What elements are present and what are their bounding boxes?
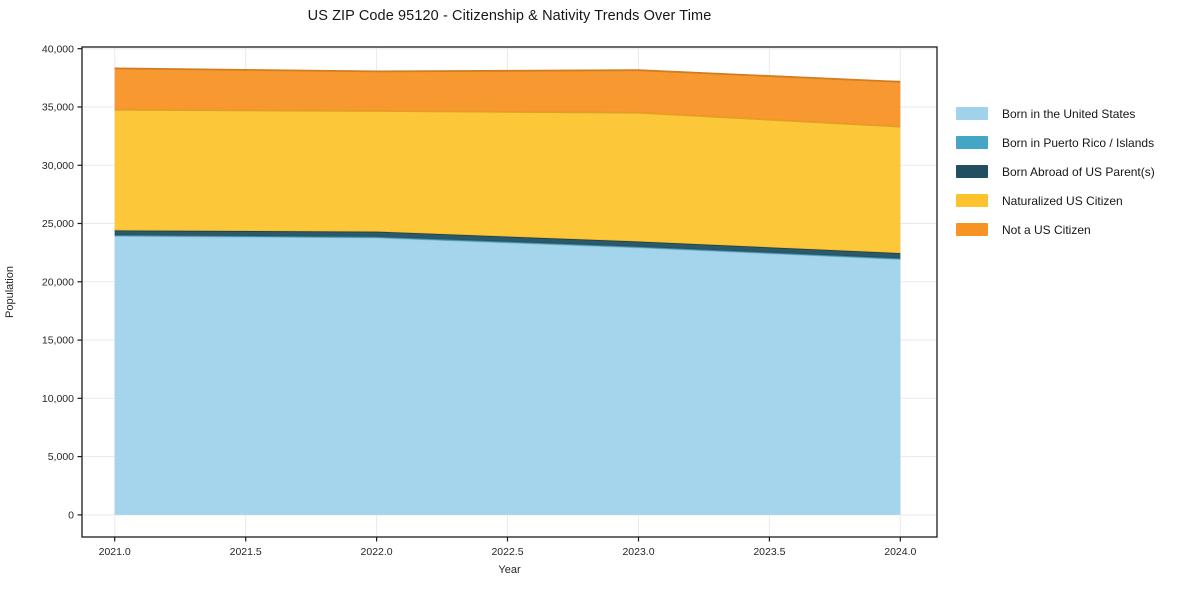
legend-item: Naturalized US Citizen — [956, 186, 1155, 215]
y-tick-label: 5,000 — [48, 451, 74, 463]
legend-item: Born Abroad of US Parent(s) — [956, 157, 1155, 186]
legend-label: Born in Puerto Rico / Islands — [1002, 135, 1155, 150]
y-tick-label: 10,000 — [42, 393, 74, 405]
legend-swatch — [956, 223, 988, 236]
y-tick-label: 30,000 — [42, 160, 74, 172]
x-tick-label: 2021.5 — [230, 546, 262, 558]
x-tick-label: 2023.5 — [753, 546, 785, 558]
area-band — [114, 230, 901, 259]
x-tick-label: 2023.0 — [622, 546, 654, 558]
x-axis-label: Year — [498, 564, 521, 576]
x-tick-label: 2021.0 — [99, 546, 131, 558]
legend-swatch — [956, 107, 988, 120]
chart-title: US ZIP Code 95120 - Citizenship & Nativi… — [307, 8, 712, 24]
y-tick-label: 40,000 — [42, 43, 74, 55]
x-tick-label: 2022.0 — [361, 546, 393, 558]
area-band — [114, 68, 901, 127]
legend-label: Born Abroad of US Parent(s) — [1002, 164, 1155, 179]
legend-swatch — [956, 165, 988, 178]
legend-label: Not a US Citizen — [1002, 222, 1091, 237]
plot-border — [81, 46, 938, 538]
legend-label: Naturalized US Citizen — [1002, 193, 1123, 208]
area-edge-line — [114, 67, 901, 83]
area-band — [114, 109, 901, 254]
y-tick-label: 35,000 — [42, 102, 74, 114]
x-tick-label: 2022.5 — [491, 546, 523, 558]
legend-label: Born in the United States — [1002, 106, 1136, 121]
x-tick-label: 2024.0 — [884, 546, 916, 558]
y-tick-label: 20,000 — [42, 276, 74, 288]
legend-swatch — [956, 194, 988, 207]
y-tick-label: 0 — [68, 510, 74, 522]
legend-item: Born in Puerto Rico / Islands — [956, 128, 1155, 157]
area-band — [114, 235, 901, 515]
legend-item: Born in the United States — [956, 99, 1155, 128]
y-tick-label: 25,000 — [42, 218, 74, 230]
legend-item: Not a US Citizen — [956, 215, 1155, 244]
y-tick-label: 15,000 — [42, 335, 74, 347]
legend-swatch — [956, 136, 988, 149]
legend: Born in the United States Born in Puerto … — [956, 99, 1155, 244]
